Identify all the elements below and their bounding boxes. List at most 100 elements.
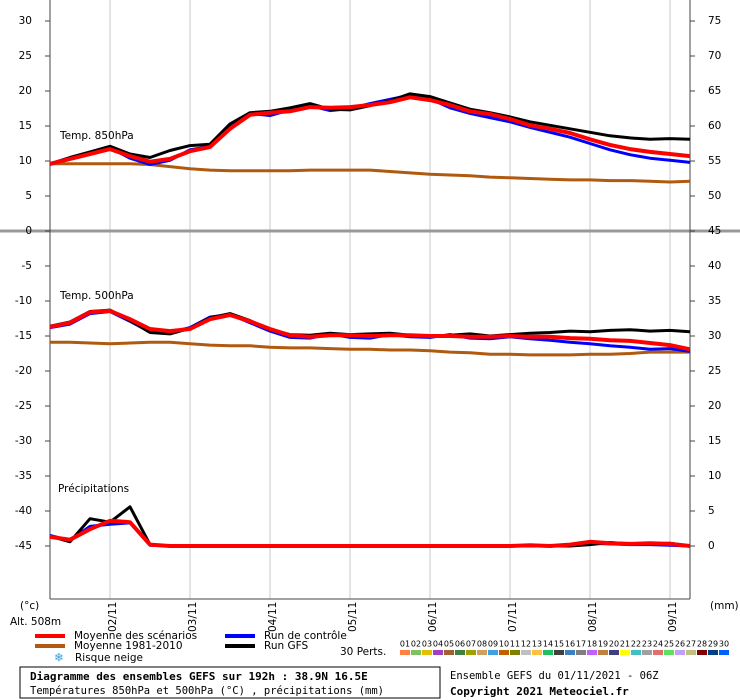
perturbation-number: 14 [543, 640, 553, 649]
perturbation-number: 16 [565, 640, 575, 649]
perturbation-swatch [609, 650, 619, 655]
perturbation-swatch [554, 650, 564, 655]
snow-risk-label: Risque neige [75, 652, 143, 664]
perturbation-number: 18 [587, 640, 597, 649]
y-tick-label: -45 [15, 540, 32, 552]
perturbation-number: 25 [664, 640, 674, 649]
perturbation-swatch [477, 650, 487, 655]
altitude: Alt. 508m [10, 616, 61, 628]
y2-tick-label: 40 [708, 260, 721, 272]
series-line [49, 518, 691, 548]
perturbation-number: 07 [466, 640, 476, 649]
y2-tick-label: 55 [708, 155, 721, 167]
perturbation-number: 06 [455, 640, 465, 649]
perturbation-swatch [499, 650, 509, 655]
perturbation-swatch [433, 650, 443, 655]
perturbation-swatch [510, 650, 520, 655]
series-line [50, 162, 691, 184]
y-tick-label: 15 [19, 120, 32, 132]
perturbation-swatch [675, 650, 685, 655]
perturbation-number: 12 [521, 640, 531, 649]
perturbation-swatch [620, 650, 630, 655]
y2-tick-label: 20 [708, 400, 721, 412]
legend-label: Run GFS [264, 640, 308, 652]
x-tick-label: 05/11 [347, 602, 359, 632]
y2-unit: (mm) [710, 600, 739, 612]
perturbation-number: 13 [532, 640, 542, 649]
x-tick-label: 06/11 [427, 602, 439, 632]
perturbation-swatch [532, 650, 542, 655]
perturbation-number: 09 [488, 640, 498, 649]
footer-title: Diagramme des ensembles GEFS sur 192h : … [30, 670, 368, 683]
legend-label: Moyenne des scénarios [74, 630, 197, 642]
perturbation-number: 11 [510, 640, 520, 649]
y2-tick-label: 10 [708, 470, 721, 482]
series-line [49, 308, 691, 352]
perturbation-number: 21 [620, 640, 630, 649]
footer-box [19, 666, 441, 699]
y2-tick-label: 70 [708, 50, 721, 62]
y2-tick-label: 25 [708, 365, 721, 377]
perturbation-swatch [411, 650, 421, 655]
perturbation-swatch [444, 650, 454, 655]
y2-tick-label: 35 [708, 295, 721, 307]
x-tick-label: 09/11 [667, 602, 679, 632]
y2-tick-label: 75 [708, 15, 721, 27]
perturbation-swatch [488, 650, 498, 655]
grid [0, 0, 740, 599]
perturbation-swatch [598, 650, 608, 655]
perturbation-swatch [521, 650, 531, 655]
panel-label: Temp. 850hPa [59, 130, 134, 142]
perturbation-swatch [642, 650, 652, 655]
y-tick-label: -25 [15, 400, 32, 412]
y-tick-label: -5 [22, 260, 32, 272]
x-tick-label: 02/11 [107, 602, 119, 632]
perturbation-number: 15 [554, 640, 564, 649]
perturbation-swatch [565, 650, 575, 655]
perturbation-number: 10 [499, 640, 509, 649]
perturbation-swatch [664, 650, 674, 655]
y-tick-label: 0 [25, 225, 32, 237]
perturbation-swatch [631, 650, 641, 655]
y-tick-label: -15 [15, 330, 32, 342]
y-tick-label: 20 [19, 85, 32, 97]
y-tick-label: 5 [25, 190, 32, 202]
x-tick-label: 08/11 [587, 602, 599, 632]
y-unit: (°c) [20, 600, 39, 612]
y2-tick-label: 45 [708, 225, 721, 237]
y-tick-label: 30 [19, 15, 32, 27]
footer-copyright: Copyright 2021 Meteociel.fr [450, 685, 629, 698]
legend-label: Moyenne 1981-2010 [74, 640, 183, 652]
y-tick-label: -20 [15, 365, 32, 377]
series-line [49, 308, 691, 339]
x-tick-label: 04/11 [267, 602, 279, 632]
perturbation-number: 22 [631, 640, 641, 649]
perturbation-number: 28 [697, 640, 707, 649]
perturbation-number: 04 [433, 640, 443, 649]
perturbation-swatch [400, 650, 410, 655]
perturbation-number: 08 [477, 640, 487, 649]
perturbation-number: 01 [400, 640, 410, 649]
y-tick-label: -35 [15, 470, 32, 482]
perturbation-number: 20 [609, 640, 619, 649]
perturbation-swatch [697, 650, 707, 655]
perturbation-number: 05 [444, 640, 454, 649]
perturbation-number: 03 [422, 640, 432, 649]
y2-tick-label: 65 [708, 85, 721, 97]
y2-tick-label: 30 [708, 330, 721, 342]
perturbation-number: 23 [642, 640, 652, 649]
perturbation-swatch [653, 650, 663, 655]
y2-tick-label: 5 [708, 505, 715, 517]
legend-label: Run de contrôle [264, 630, 347, 642]
y-tick-label: -10 [15, 295, 32, 307]
perturbation-number: 24 [653, 640, 663, 649]
y-tick-label: -40 [15, 505, 32, 517]
perturbation-swatch [466, 650, 476, 655]
snow-icon: ❄ [54, 651, 64, 665]
y2-tick-label: 50 [708, 190, 721, 202]
series-line [49, 95, 691, 166]
perturbation-number: 19 [598, 640, 608, 649]
y2-tick-label: 0 [708, 540, 715, 552]
series-line [50, 340, 690, 357]
